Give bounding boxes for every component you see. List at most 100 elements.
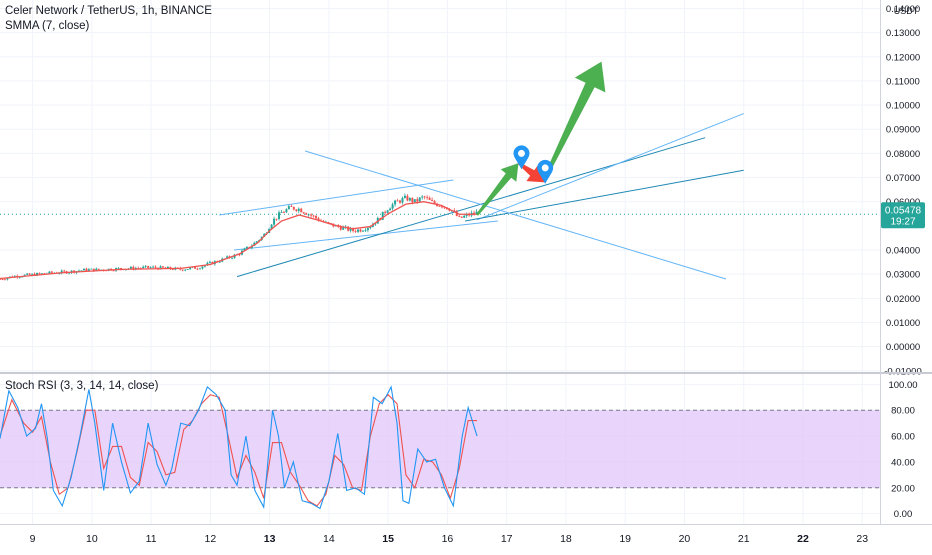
rsi-tick-label: 100.00 <box>888 380 917 391</box>
rsi-tick-label: 60.00 <box>891 432 915 443</box>
candle-body <box>305 213 308 215</box>
candle-body <box>463 215 466 218</box>
trend-line[interactable] <box>476 113 744 221</box>
candle-body <box>465 214 468 216</box>
last-price-badge: 0.05478 19:27 <box>881 202 925 229</box>
candle-body <box>287 206 290 210</box>
candle-body <box>218 261 221 263</box>
candle-body <box>453 210 456 212</box>
price-tick-label: 0.08000 <box>886 149 920 160</box>
candle-body <box>152 266 155 268</box>
candle-body <box>300 208 303 213</box>
smma-line <box>0 201 478 280</box>
candle-body <box>255 241 258 243</box>
candle-body <box>310 214 313 216</box>
price-tick-label: 0.00000 <box>886 342 920 353</box>
candle-body <box>270 224 273 230</box>
candle-body <box>142 266 145 269</box>
pin-marker[interactable] <box>537 159 554 184</box>
candle-body <box>43 273 46 275</box>
candle-body <box>31 273 34 275</box>
candle-body <box>391 204 394 209</box>
candle-body <box>423 196 426 198</box>
candle-body <box>349 228 352 231</box>
candle-body <box>186 269 189 270</box>
price-tick-label: 0.07000 <box>886 173 920 184</box>
candle-body <box>403 195 406 199</box>
rsi-band <box>0 410 880 488</box>
candle-body <box>312 215 315 217</box>
candle-body <box>164 267 167 269</box>
time-tick-label: 10 <box>86 533 98 545</box>
candle-body <box>315 215 318 219</box>
candle-body <box>364 230 367 232</box>
candle-body <box>238 254 241 256</box>
candle-body <box>421 196 424 198</box>
candle-body <box>302 212 305 214</box>
candle-body <box>418 197 421 202</box>
time-tick-label: 17 <box>501 533 513 545</box>
price-tick-label: 0.13000 <box>886 28 920 39</box>
candle-body <box>389 208 392 211</box>
rsi-tick-label: 0.00 <box>894 509 913 520</box>
trend-line[interactable] <box>219 179 454 216</box>
candle-body <box>278 212 281 219</box>
time-tick-label: 19 <box>619 533 631 545</box>
candle-body <box>63 270 66 272</box>
candle-body <box>443 207 446 209</box>
candle-body <box>339 226 342 230</box>
candle-body <box>329 223 332 224</box>
trend-line[interactable] <box>465 169 744 222</box>
candle-body <box>433 200 436 204</box>
indicator-title: SMMA (7, close) <box>5 20 90 32</box>
candle-body <box>292 206 295 210</box>
candle-body <box>36 273 39 276</box>
pin-marker[interactable] <box>513 145 530 170</box>
rsi-tick-label: 80.00 <box>891 406 915 417</box>
candle-body <box>132 266 135 270</box>
trend-line[interactable] <box>236 137 706 278</box>
pin-shape <box>537 159 554 184</box>
candle-body <box>438 206 441 207</box>
candle-body <box>282 212 285 214</box>
candle-body <box>80 270 83 272</box>
candle-body <box>181 269 184 271</box>
time-tick-label: 20 <box>679 533 691 545</box>
candle-body <box>48 271 51 274</box>
pin-dot <box>541 164 549 172</box>
candle-body <box>85 268 88 271</box>
candle-body <box>159 266 162 270</box>
candle-body <box>460 216 463 218</box>
trend-line[interactable] <box>305 150 727 280</box>
candle-body <box>399 200 401 203</box>
candle-body <box>307 214 310 216</box>
price-tick-label: 0.10000 <box>886 101 920 112</box>
price-tick-label: 0.02000 <box>886 294 920 305</box>
last-price-value: 0.05478 <box>885 205 922 216</box>
trend-line[interactable] <box>234 220 498 251</box>
candle-body <box>394 200 397 205</box>
candle-body <box>87 269 90 271</box>
candle-body <box>408 198 411 201</box>
candle-body <box>26 273 29 275</box>
candle-body <box>426 197 429 198</box>
green-arrow[interactable] <box>476 163 519 216</box>
candle-body <box>374 223 377 225</box>
candle-body <box>119 268 122 270</box>
candle-body <box>285 209 288 213</box>
candle-body <box>40 273 43 275</box>
stoch-k-line <box>0 385 478 510</box>
candle-body <box>149 267 152 269</box>
candle-body <box>273 218 276 225</box>
rsi-tick-label: 20.00 <box>891 483 915 494</box>
candle-body <box>206 262 209 266</box>
candle-body <box>396 200 399 202</box>
rsi-tick-label: 40.00 <box>891 457 915 468</box>
pin-shape <box>513 145 530 170</box>
green-arrow[interactable] <box>543 61 606 179</box>
time-tick-label: 15 <box>382 533 394 545</box>
candle-body <box>243 248 246 251</box>
candle-body <box>68 272 71 274</box>
